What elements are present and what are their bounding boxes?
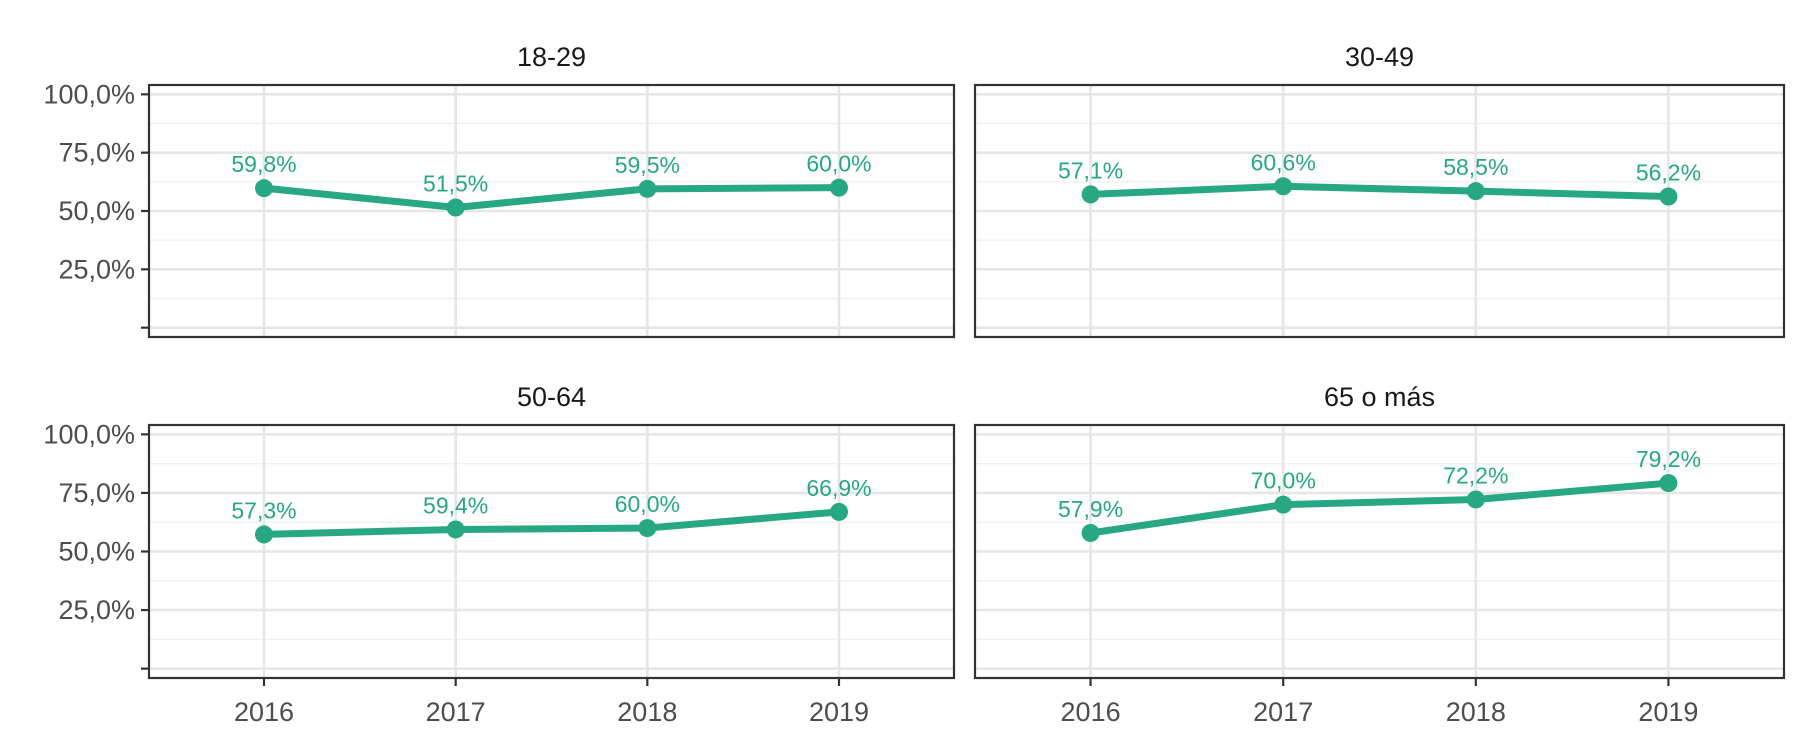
y-tick-label: 75,0%: [58, 138, 135, 168]
data-point: [1659, 187, 1678, 206]
data-point: [255, 179, 273, 198]
y-tick-label: 100,0%: [43, 419, 135, 449]
facet-title: 30-49: [1345, 42, 1414, 72]
data-point: [446, 198, 465, 217]
x-tick-label: 2017: [1253, 697, 1313, 727]
y-tick-label: 50,0%: [58, 537, 135, 567]
data-point: [638, 179, 657, 198]
y-tick-label: 25,0%: [58, 595, 135, 625]
x-tick-label: 2019: [1638, 697, 1698, 727]
data-label: 70,0%: [1251, 468, 1316, 494]
x-tick-label: 2016: [234, 697, 294, 727]
data-label: 60,6%: [1251, 149, 1316, 175]
data-label: 72,2%: [1443, 462, 1508, 488]
data-point: [1081, 523, 1100, 542]
y-tick-label: 100,0%: [43, 79, 135, 109]
data-label: 57,1%: [1058, 157, 1123, 183]
data-label: 56,2%: [1636, 160, 1701, 186]
x-tick-label: 2018: [1446, 697, 1506, 727]
data-label: 59,4%: [423, 492, 488, 518]
data-point: [1274, 495, 1293, 514]
data-label: 57,9%: [1058, 496, 1123, 522]
facet-title: 18-29: [517, 42, 586, 72]
data-label: 66,9%: [806, 475, 871, 501]
data-label: 51,5%: [423, 171, 488, 197]
data-label: 60,0%: [806, 151, 871, 177]
data-point: [830, 178, 848, 197]
data-label: 59,5%: [615, 152, 680, 178]
x-tick-label: 2017: [426, 697, 486, 727]
data-label: 60,0%: [615, 491, 680, 517]
data-label: 57,3%: [231, 497, 296, 523]
series-line: [260, 184, 843, 211]
x-tick-label: 2019: [809, 697, 869, 727]
panel-border: [973, 83, 1786, 339]
data-point: [1466, 182, 1485, 201]
series-line: [1087, 479, 1672, 537]
y-tick-label: 50,0%: [58, 196, 135, 226]
panel-border: [973, 423, 1786, 680]
series-line: [1087, 182, 1672, 201]
data-point: [1466, 490, 1485, 509]
x-tick-label: 2018: [617, 697, 677, 727]
data-label: 79,2%: [1636, 446, 1701, 472]
data-point: [1081, 185, 1100, 204]
y-tick-label: 25,0%: [58, 254, 135, 284]
series-line: [260, 508, 843, 538]
data-point: [1659, 474, 1678, 493]
data-point: [255, 525, 273, 544]
data-point: [638, 519, 657, 538]
data-label: 59,8%: [231, 151, 296, 177]
y-tick-label: 75,0%: [58, 478, 135, 508]
data-point: [446, 520, 465, 539]
x-tick-label: 2016: [1061, 697, 1121, 727]
facet-title: 50-64: [517, 382, 586, 412]
data-label: 58,5%: [1443, 154, 1508, 180]
facet-title: 65 o más: [1324, 382, 1435, 412]
data-point: [830, 502, 848, 521]
data-point: [1274, 177, 1293, 196]
